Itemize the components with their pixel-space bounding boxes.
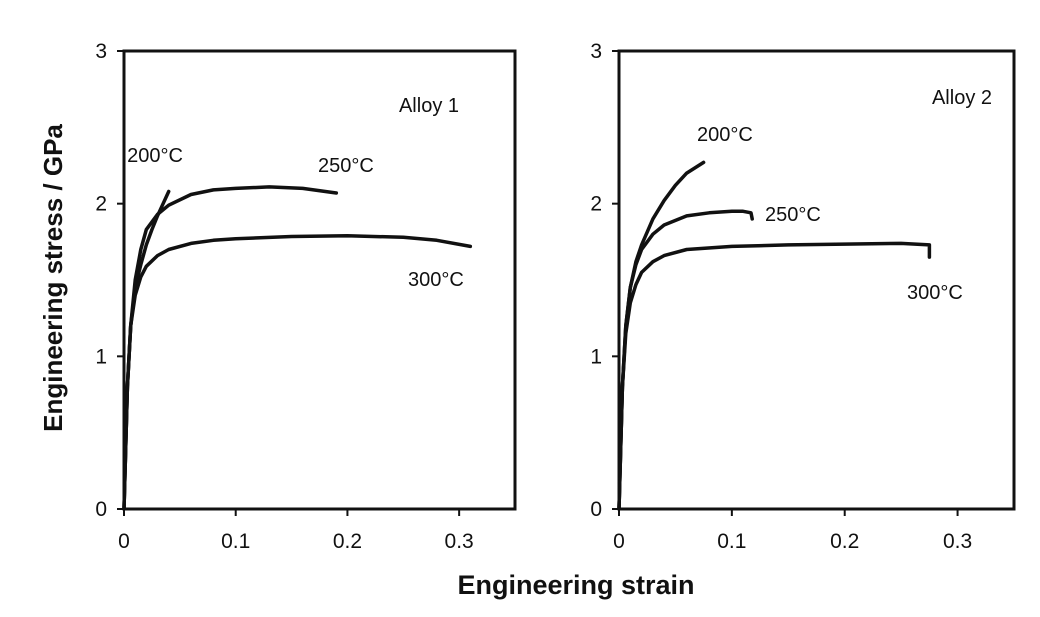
series-label-250c: 250°C bbox=[318, 155, 374, 177]
plot-frame bbox=[122, 49, 517, 511]
series-label-value: 250 bbox=[318, 155, 351, 177]
series-label-250c: 250°C bbox=[765, 204, 821, 226]
x-axis-title: Engineering strain bbox=[457, 570, 694, 600]
x-tick-label: 0.3 bbox=[943, 530, 972, 553]
y-tick-label: 3 bbox=[590, 40, 602, 63]
series-label-200c: 200°C bbox=[127, 145, 183, 167]
series-label-unit: °C bbox=[940, 282, 962, 304]
x-tick-label: 0 bbox=[613, 530, 625, 553]
plot-frame bbox=[617, 49, 1016, 511]
y-tick-label: 3 bbox=[95, 40, 107, 63]
series-label-unit: °C bbox=[730, 124, 752, 146]
series-label-200c: 200°C bbox=[697, 124, 753, 146]
y-tick-label: 2 bbox=[590, 193, 602, 216]
x-tick-label: 0.1 bbox=[221, 530, 250, 553]
series-line-300c bbox=[122, 233, 473, 511]
series-label-value: 200 bbox=[697, 124, 730, 146]
series-label-unit: °C bbox=[351, 155, 373, 177]
series-label-value: 300 bbox=[408, 269, 441, 291]
y-tick-label: 2 bbox=[95, 193, 107, 216]
series-label-300c: 300°C bbox=[907, 282, 963, 304]
series-line-250c bbox=[617, 209, 754, 511]
x-tick-label: 0.1 bbox=[717, 530, 746, 553]
y-tick-label: 1 bbox=[590, 345, 602, 368]
panel-label: Alloy 2 bbox=[932, 87, 992, 109]
series-label-unit: °C bbox=[441, 269, 463, 291]
series-line-300c bbox=[617, 241, 932, 511]
y-axis-title: Engineering stress / GPa bbox=[38, 124, 68, 432]
y-tick-label: 0 bbox=[95, 498, 107, 521]
panel-label: Alloy 1 bbox=[399, 95, 459, 117]
series-label-300c: 300°C bbox=[408, 269, 464, 291]
series-label-unit: °C bbox=[798, 204, 820, 226]
y-tick-label: 1 bbox=[95, 345, 107, 368]
series-label-unit: °C bbox=[161, 145, 183, 167]
series-label-value: 250 bbox=[765, 204, 798, 226]
y-tick-label: 0 bbox=[590, 498, 602, 521]
x-tick-label: 0 bbox=[118, 530, 130, 553]
series-label-value: 300 bbox=[907, 282, 940, 304]
x-tick-label: 0.2 bbox=[333, 530, 362, 553]
series-label-value: 200 bbox=[127, 145, 160, 167]
x-tick-label: 0.3 bbox=[445, 530, 474, 553]
x-tick-label: 0.2 bbox=[830, 530, 859, 553]
